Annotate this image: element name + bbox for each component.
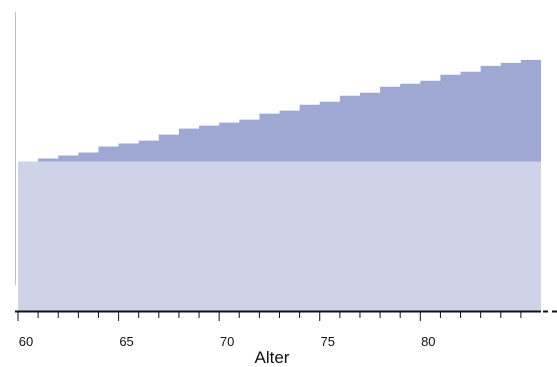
x-axis-title: Alter bbox=[255, 348, 290, 367]
x-axis-ticks bbox=[17, 312, 522, 321]
x-tick-label: 70 bbox=[220, 334, 234, 349]
series-area-0 bbox=[18, 161, 541, 311]
x-tick-label: 80 bbox=[421, 334, 435, 349]
x-axis-tick-labels: 60 65 70 75 80 bbox=[19, 334, 436, 349]
x-tick-label: 75 bbox=[320, 334, 334, 349]
plot-area bbox=[18, 59, 541, 312]
x-tick-label: 65 bbox=[119, 334, 133, 349]
x-tick-label: 60 bbox=[19, 334, 33, 349]
